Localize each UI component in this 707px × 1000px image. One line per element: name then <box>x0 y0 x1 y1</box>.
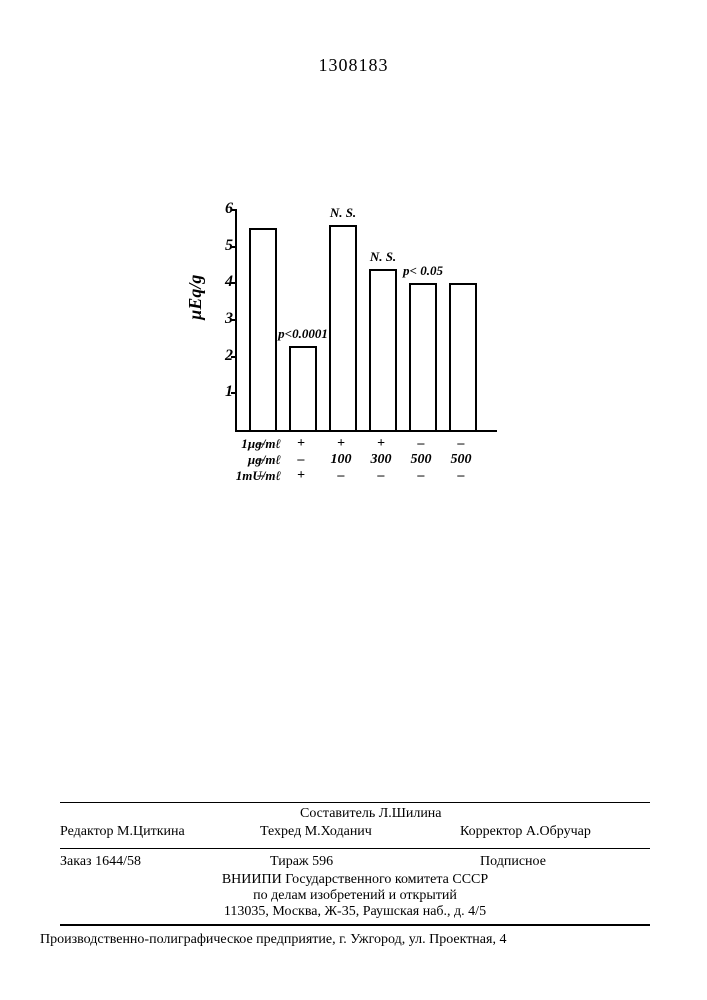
condition-cell: – <box>364 468 398 484</box>
techred-name: М.Ходанич <box>305 824 372 839</box>
y-tick-mark <box>231 319 237 321</box>
condition-cell: – <box>324 468 358 484</box>
techred-label: Техред <box>260 824 301 839</box>
editor-name: М.Циткина <box>117 824 185 839</box>
bar-annotation: p<0.0001 <box>277 326 329 342</box>
y-tick-mark <box>231 246 237 248</box>
org-line-2: по делам изобретений и открытий <box>60 888 650 904</box>
print-line: Производственно-полиграфическое предприя… <box>40 932 670 948</box>
compiler-line: Составитель Л.Шилина <box>300 806 442 822</box>
plot-area: 123456p<0.0001N. S.N. S.p< 0.05 <box>235 210 497 432</box>
bar <box>369 269 397 430</box>
y-tick-mark <box>231 356 237 358</box>
condition-cell: 300 <box>364 452 398 468</box>
bar <box>329 225 357 430</box>
bar <box>449 283 477 430</box>
org-address: 113035, Москва, Ж-35, Раушская наб., д. … <box>60 904 650 920</box>
org-line-1: ВНИИПИ Государственного комитета СССР <box>60 872 650 888</box>
y-tick-mark <box>231 209 237 211</box>
y-tick-mark <box>231 392 237 394</box>
chart: µEq/g 123456p<0.0001N. S.N. S.p< 0.05 1µ… <box>195 200 515 530</box>
bar <box>409 283 437 430</box>
bar-annotation: p< 0.05 <box>397 263 449 279</box>
order: Заказ 1644/58 <box>60 854 141 870</box>
condition-cell: 500 <box>444 452 478 468</box>
techred-line: Техред М.Ходанич <box>260 824 372 840</box>
condition-cell: 100 <box>324 452 358 468</box>
divider <box>60 848 650 849</box>
compiler-name: Л.Шилина <box>379 806 442 821</box>
divider <box>60 924 650 926</box>
condition-cell: – <box>444 436 478 452</box>
condition-cell: – <box>244 436 278 452</box>
condition-cell: – <box>444 468 478 484</box>
condition-cell: 500 <box>404 452 438 468</box>
condition-cell: + <box>364 436 398 452</box>
divider <box>60 802 650 803</box>
corrector-label: Корректор <box>460 824 522 839</box>
y-tick-mark <box>231 282 237 284</box>
condition-cell: + <box>284 436 318 452</box>
condition-cell: – <box>404 468 438 484</box>
y-axis-label: µEq/g <box>185 275 206 320</box>
condition-cell: – <box>244 468 278 484</box>
compiler-label: Составитель <box>300 806 375 821</box>
subscription: Подписное <box>480 854 546 870</box>
corrector-line: Корректор А.Обручар <box>460 824 591 840</box>
editor-line: Редактор М.Циткина <box>60 824 185 840</box>
bar-annotation: N. S. <box>357 249 409 265</box>
condition-cell: + <box>324 436 358 452</box>
editor-label: Редактор <box>60 824 114 839</box>
document-number: 1308183 <box>0 55 707 76</box>
condition-cell: – <box>284 452 318 468</box>
bar <box>289 346 317 430</box>
condition-row: 1mU/mℓ–+–––– <box>235 468 535 486</box>
bar-annotation: N. S. <box>317 205 369 221</box>
circulation: Тираж 596 <box>270 854 333 870</box>
bar <box>249 228 277 430</box>
condition-cell: – <box>244 452 278 468</box>
condition-cell: – <box>404 436 438 452</box>
page: 1308183 µEq/g 123456p<0.0001N. S.N. S.p<… <box>0 0 707 1000</box>
condition-cell: + <box>284 468 318 484</box>
corrector-name: А.Обручар <box>526 824 591 839</box>
